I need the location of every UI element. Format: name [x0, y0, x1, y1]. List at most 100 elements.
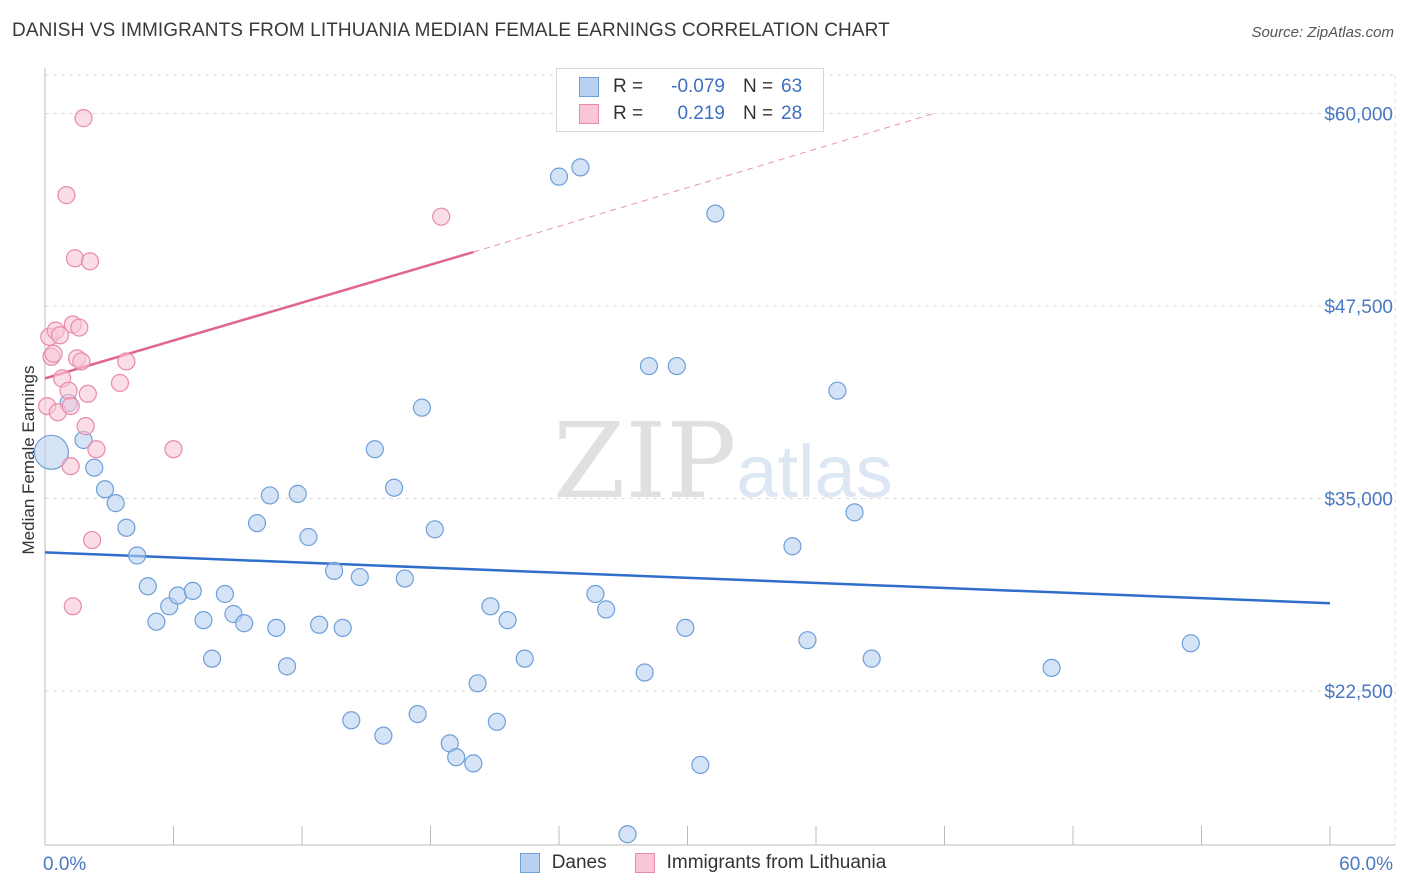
danes-point: [798, 631, 817, 650]
lithuania-point: [76, 417, 95, 436]
danes-point: [85, 458, 104, 477]
y-tick-label: $47,500: [1324, 297, 1393, 318]
x-tick-label-min: 0.0%: [43, 854, 86, 875]
watermark-atlas: atlas: [736, 430, 893, 513]
lithuania-point: [59, 381, 78, 400]
danes-point: [464, 754, 483, 773]
danes-point: [267, 618, 286, 637]
danes-n-value: 63: [781, 76, 803, 97]
danes-point: [395, 569, 414, 588]
danes-point: [447, 748, 466, 767]
danes-point: [487, 712, 506, 731]
danes-point: [215, 584, 234, 604]
danes-point: [1042, 658, 1061, 678]
y-tick-label: $22,500: [1324, 682, 1393, 703]
danes-point: [183, 581, 202, 601]
danes-point: [468, 674, 487, 693]
danes-point: [350, 567, 369, 587]
lithuania-point: [50, 326, 70, 345]
series-legend: Danes Immigrants from Lithuania: [0, 852, 1406, 874]
lithuania-point: [74, 109, 93, 128]
legend-row-danes: R = -0.079 N = 63: [579, 74, 802, 100]
legend-row-lithuania: R = 0.219 N = 28: [579, 101, 802, 127]
danes-point: [639, 356, 659, 376]
danes-trend-line: [44, 551, 1331, 605]
danes-swatch: [579, 77, 599, 97]
lithuania-point: [65, 249, 85, 268]
danes-n-label: N =: [743, 76, 774, 97]
danes-point: [783, 537, 802, 556]
danes-point: [481, 597, 500, 616]
lithuania-point: [110, 373, 130, 393]
data-points: [33, 109, 1200, 844]
lithuania-point: [57, 186, 76, 205]
correlation-legend: R = -0.079 N = 63 R = 0.219 N = 28: [556, 68, 824, 132]
lithuania-point: [63, 597, 82, 616]
y-tick-label: $35,000: [1324, 490, 1393, 511]
danes-point: [288, 484, 307, 503]
danes-point: [147, 612, 166, 631]
danes-point: [310, 615, 329, 634]
lithuania-trend-line: [44, 250, 474, 380]
chart-title: DANISH VS IMMIGRANTS FROM LITHUANIA MEDI…: [12, 20, 890, 41]
lithuania-trend-extension: [473, 113, 934, 253]
lithuania-point: [432, 207, 451, 226]
danes-r-label: R =: [613, 76, 644, 97]
danes-point: [333, 618, 352, 637]
danes-point: [635, 663, 654, 682]
lithuania-point: [70, 318, 89, 337]
danes-point: [277, 657, 297, 676]
danes-point: [498, 611, 517, 630]
danes-point: [667, 356, 686, 376]
lithuania-r-value: 0.219: [677, 103, 725, 124]
danes-point: [299, 527, 318, 547]
danes-point: [676, 618, 695, 637]
danes-point: [706, 204, 725, 223]
danes-point: [127, 546, 147, 565]
danes-point: [235, 614, 254, 633]
lithuania-r-label: R =: [613, 103, 644, 124]
danes-r-value: -0.079: [671, 76, 725, 97]
lithuania-legend-label: Immigrants from Lithuania: [666, 852, 887, 873]
lithuania-point: [87, 440, 106, 459]
danes-point: [247, 514, 267, 533]
danes-point: [408, 704, 427, 724]
danes-point: [260, 486, 279, 505]
watermark: ZIPatlas: [553, 400, 893, 522]
lithuania-swatch: [579, 104, 599, 124]
lithuania-point: [61, 457, 80, 476]
danes-point: [138, 577, 157, 596]
lithuania-point: [72, 352, 91, 371]
x-tick-label-max: 60.0%: [1339, 854, 1393, 875]
danes-point: [33, 434, 70, 470]
legend-item-danes[interactable]: Danes: [519, 852, 607, 874]
danes-point: [412, 398, 432, 417]
danes-point: [365, 440, 384, 459]
danes-point: [106, 494, 125, 513]
danes-point: [117, 518, 136, 537]
danes-legend-label: Danes: [551, 852, 607, 873]
danes-point: [194, 611, 213, 630]
danes-point: [1181, 634, 1200, 653]
trend-lines: [44, 113, 1331, 605]
grid-lines: [45, 74, 1396, 845]
danes-point: [828, 381, 847, 400]
danes-point: [597, 600, 616, 619]
danes-point: [586, 584, 605, 604]
lithuania-point: [117, 352, 136, 371]
danes-point: [384, 478, 404, 497]
danes-point: [342, 711, 361, 730]
danes-point: [618, 825, 637, 844]
legend-item-lithuania[interactable]: Immigrants from Lithuania: [634, 852, 887, 874]
danes-legend-swatch: [519, 853, 540, 873]
watermark-zip: ZIP: [553, 400, 737, 522]
danes-point: [845, 503, 864, 522]
danes-point: [571, 158, 590, 177]
danes-point: [862, 649, 881, 668]
y-axis-label: Median Female Earnings: [19, 366, 38, 555]
danes-point: [95, 480, 115, 499]
lithuania-point: [80, 252, 100, 271]
lithuania-n-value: 28: [781, 103, 803, 124]
axes: [44, 68, 1395, 846]
